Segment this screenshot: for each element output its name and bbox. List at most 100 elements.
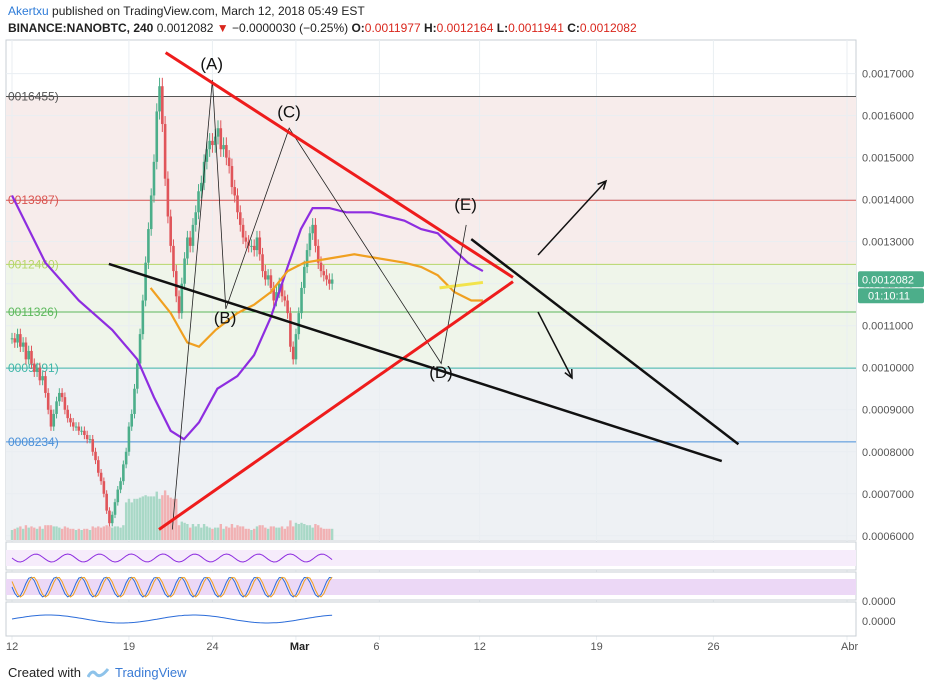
publish-line: Akertxu published on TradingView.com, Ma… bbox=[8, 4, 365, 18]
volume-bar bbox=[60, 528, 64, 540]
volume-bar bbox=[19, 526, 22, 540]
candle-body bbox=[41, 376, 44, 381]
candle-body bbox=[300, 287, 303, 314]
volume-bar bbox=[44, 525, 47, 540]
down-arrow-icon: ▼ bbox=[216, 21, 229, 35]
macd-line bbox=[11, 614, 333, 624]
volume-bar bbox=[291, 526, 295, 540]
footer: Created with TradingView bbox=[8, 665, 187, 680]
wave-label: (C) bbox=[277, 103, 301, 122]
volume-bar bbox=[88, 530, 92, 540]
last-price-tag-label: 0.0012082 bbox=[862, 274, 914, 286]
volume-bar bbox=[328, 528, 331, 540]
moving-average-orange bbox=[149, 253, 483, 348]
volume-bar bbox=[77, 528, 81, 540]
volume-bar bbox=[202, 524, 206, 540]
volume-bar bbox=[208, 527, 211, 540]
candle-body bbox=[183, 258, 186, 284]
breakout-up-arrow-head bbox=[597, 179, 608, 190]
volume-bar bbox=[38, 526, 42, 540]
volume-bar bbox=[141, 496, 145, 540]
volume-bar bbox=[80, 530, 83, 540]
author-link[interactable]: Akertxu bbox=[8, 4, 49, 18]
candle-body bbox=[71, 422, 75, 427]
candle-body bbox=[289, 313, 292, 347]
volume-bar bbox=[297, 524, 300, 540]
candle-body bbox=[52, 413, 56, 427]
close-value: 0.0012082 bbox=[579, 21, 637, 35]
volume-bar bbox=[275, 527, 278, 540]
volume-bar bbox=[222, 528, 225, 540]
volume-bar bbox=[283, 528, 287, 540]
candle-body bbox=[102, 481, 106, 494]
y-tick-label: 0.0014000 bbox=[862, 195, 914, 207]
candle-body bbox=[49, 409, 53, 427]
candle-body bbox=[272, 287, 275, 301]
consolidation-highlight bbox=[439, 280, 484, 290]
volume-bar bbox=[83, 528, 86, 540]
moving-average-purple bbox=[11, 195, 484, 441]
volume-bar bbox=[186, 524, 189, 540]
candle-body bbox=[250, 245, 253, 247]
volume-bar bbox=[94, 527, 97, 540]
candle-body bbox=[197, 191, 200, 213]
candle-body bbox=[238, 212, 242, 225]
stoch-zero-label: 0.0000 bbox=[862, 596, 896, 608]
candle-body bbox=[205, 149, 209, 162]
candle-body bbox=[130, 413, 134, 427]
volume-bar bbox=[46, 525, 50, 540]
stoch-d-line bbox=[11, 576, 333, 598]
volume-bar bbox=[197, 524, 200, 540]
volume-bar bbox=[136, 498, 139, 540]
volume-bar bbox=[35, 528, 39, 540]
x-tick-label: 19 bbox=[591, 641, 603, 653]
volume-bar bbox=[72, 528, 75, 540]
volume-bar bbox=[127, 498, 131, 540]
volume-bar bbox=[300, 522, 303, 540]
volume-bar bbox=[66, 527, 69, 540]
y-tick-label: 0.0008000 bbox=[862, 447, 914, 459]
volume-bar bbox=[308, 525, 312, 540]
candle-body bbox=[110, 514, 114, 524]
candle-body bbox=[74, 426, 78, 428]
x-tick-label: 26 bbox=[707, 641, 719, 653]
wave-label: (D) bbox=[429, 363, 453, 382]
volume-bar bbox=[63, 526, 67, 540]
tradingview-link[interactable]: TradingView bbox=[114, 665, 187, 680]
candle-body bbox=[177, 296, 181, 314]
candle-body bbox=[135, 363, 139, 389]
candle-body bbox=[230, 166, 234, 188]
wave-label: (E) bbox=[454, 195, 477, 214]
candle-body bbox=[303, 266, 306, 288]
volume-bar bbox=[214, 527, 217, 540]
volume-bar bbox=[124, 502, 128, 540]
candle-body bbox=[122, 464, 125, 482]
candle-body bbox=[219, 128, 223, 150]
candle-body bbox=[85, 434, 89, 440]
candle-body bbox=[236, 195, 239, 213]
y-tick-label: 0.0007000 bbox=[862, 489, 914, 501]
volume-bar bbox=[49, 525, 53, 540]
volume-bar bbox=[272, 526, 275, 540]
wave-label: (A) bbox=[200, 54, 223, 73]
candle-body bbox=[264, 271, 267, 280]
candle-body bbox=[24, 342, 28, 360]
candle-body bbox=[294, 334, 298, 360]
volume-bar bbox=[219, 524, 222, 540]
volume-bar bbox=[41, 528, 44, 540]
candle-body bbox=[80, 430, 83, 432]
volume-bar bbox=[166, 495, 170, 540]
y-tick-label: 0.0011000 bbox=[862, 321, 913, 333]
close-label: C: bbox=[567, 21, 580, 35]
candle-body bbox=[222, 145, 225, 150]
volume-bar bbox=[286, 526, 289, 540]
candle-body bbox=[261, 254, 264, 272]
candle-body bbox=[172, 245, 175, 272]
rsi-line bbox=[11, 553, 333, 563]
trendline-red-1 bbox=[158, 280, 514, 531]
volume-bar bbox=[27, 527, 30, 540]
volume-bar bbox=[317, 525, 320, 540]
candle-body bbox=[291, 346, 295, 360]
candle-body bbox=[108, 510, 111, 524]
